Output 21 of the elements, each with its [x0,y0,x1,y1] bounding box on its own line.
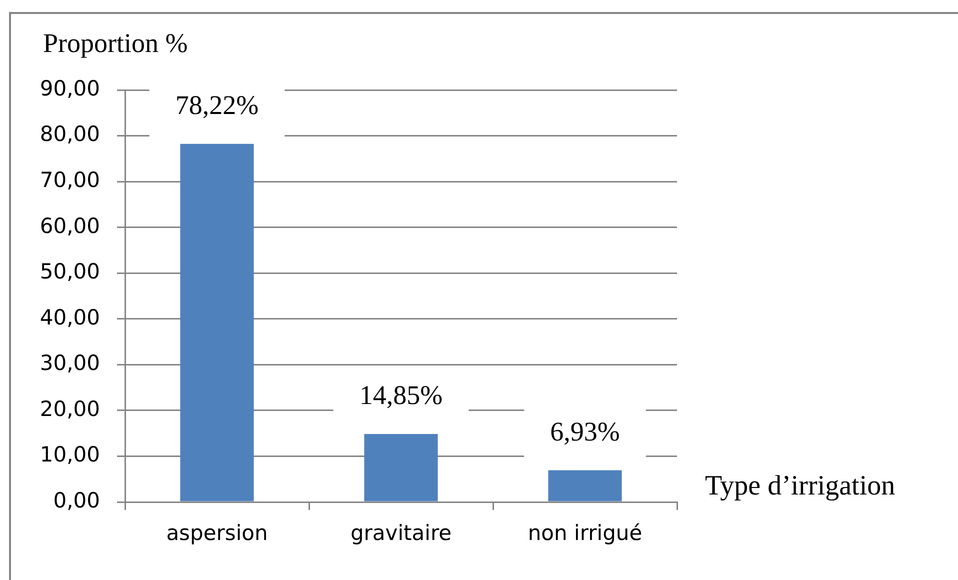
y-tick-label: 50,00 [40,260,100,284]
y-tick-label: 30,00 [40,351,100,376]
y-tick-label: 20,00 [40,396,100,421]
y-tick-label: 60,00 [40,214,100,238]
x-tick-label: non irrigué [528,521,642,546]
y-tick-label: 10,00 [40,442,100,467]
bar [364,434,438,502]
bar [548,470,622,502]
x-tick-label: aspersion [166,521,268,546]
y-tick-label: 70,00 [40,168,100,192]
data-label: 6,93% [550,416,620,446]
y-tick-label: 90,00 [40,76,100,100]
y-axis-title: Proportion % [43,28,188,58]
bar [180,144,254,502]
y-tick-label: 40,00 [40,305,100,330]
x-axis-title: Type d’irrigation [705,470,896,502]
data-label: 78,22% [175,90,259,120]
y-tick-label: 0,00 [53,488,100,512]
data-label: 14,85% [359,380,443,410]
y-tick-label: 80,00 [40,122,100,146]
x-tick-label: gravitaire [350,521,452,546]
